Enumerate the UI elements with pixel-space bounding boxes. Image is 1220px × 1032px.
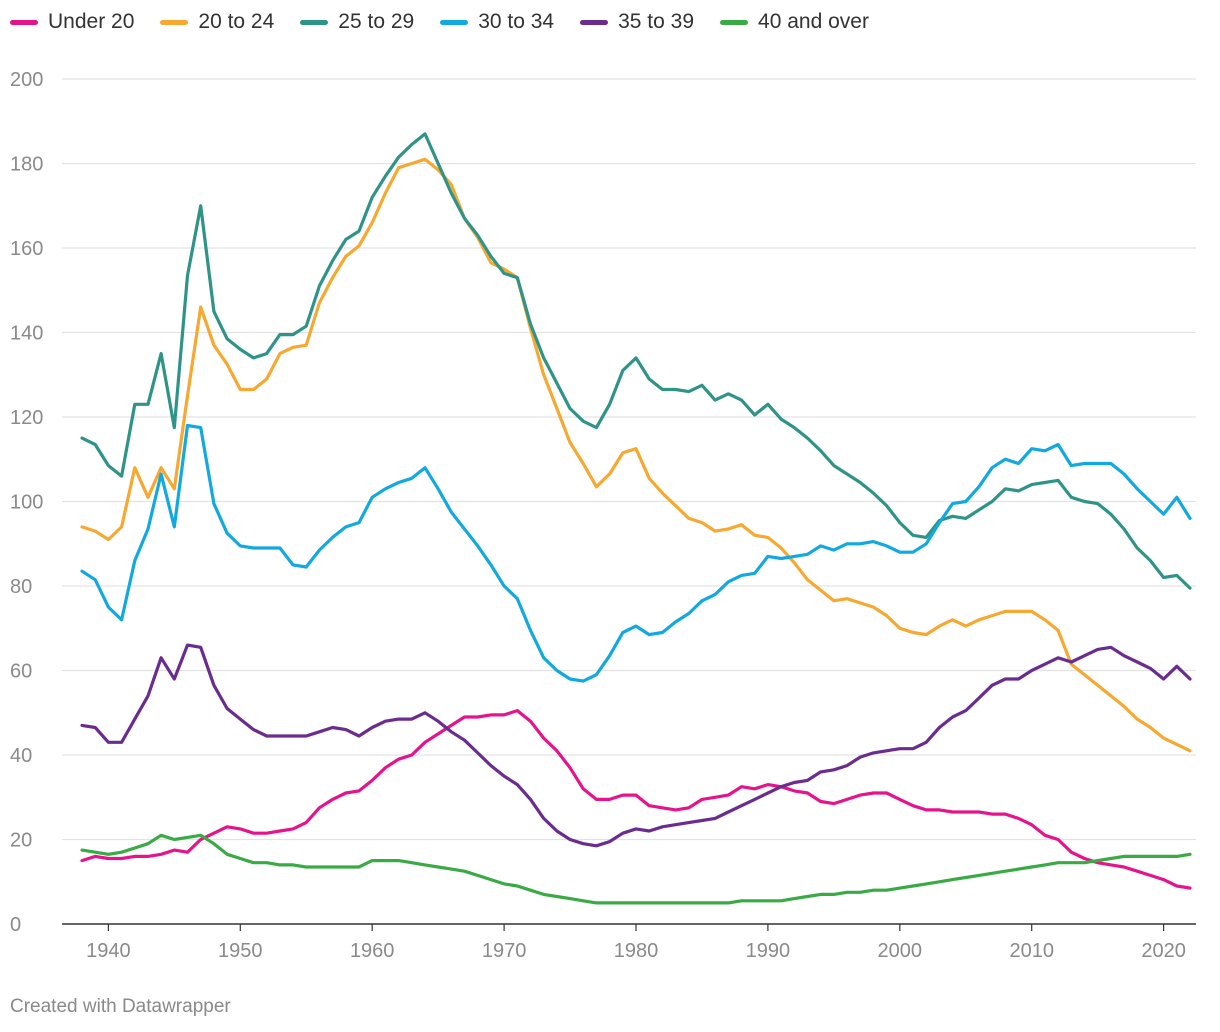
legend-item: Under 20 [10, 10, 134, 34]
legend-label: 35 to 39 [618, 10, 695, 33]
y-tick-label: 160 [10, 238, 43, 260]
grid-lines [62, 78, 1196, 841]
chart-legend: Under 20 20 to 24 25 to 29 30 to 34 35 to 39… [10, 10, 895, 34]
series-line-40-and-over [80, 833, 1192, 905]
x-tick-label: 1970 [482, 940, 527, 962]
x-tick-label: 1940 [86, 940, 131, 962]
x-tick-label: 2000 [878, 940, 923, 962]
series-line-under-20 [80, 708, 1192, 890]
legend-item: 40 and over [720, 10, 869, 34]
legend-swatch [300, 19, 329, 25]
x-tick-label: 2010 [1009, 940, 1054, 962]
y-tick-label: 0 [10, 914, 21, 936]
legend-item: 35 to 39 [580, 10, 694, 34]
y-tick-label: 20 [10, 830, 32, 852]
y-tick-label: 40 [10, 745, 32, 767]
y-tick-label: 120 [10, 407, 43, 429]
x-axis: 1940 1950 1960 1970 1980 1990 2000 2010 2020 [62, 923, 1196, 962]
legend-label: 20 to 24 [198, 10, 275, 33]
legend-item: 25 to 29 [300, 10, 414, 34]
y-tick-label: 60 [10, 661, 32, 683]
legend-swatch [580, 19, 609, 25]
x-tick-label: 1960 [350, 940, 395, 962]
y-tick-label: 140 [10, 323, 43, 345]
y-tick-label: 180 [10, 154, 43, 176]
legend-label: 25 to 29 [338, 10, 415, 33]
legend-swatch [440, 19, 469, 25]
y-tick-label: 80 [10, 576, 32, 598]
legend-swatch [720, 19, 749, 25]
x-tick-label: 1980 [614, 940, 659, 962]
y-tick-label: 100 [10, 492, 43, 514]
legend-label: Under 20 [48, 10, 135, 33]
series-line-35-to-39 [80, 643, 1192, 848]
series-line-30-to-34 [80, 423, 1192, 683]
series-lines [80, 132, 1192, 905]
series-line-20-to-24 [80, 157, 1192, 753]
legend-item: 30 to 34 [440, 10, 554, 34]
x-tick-label: 2020 [1141, 940, 1186, 962]
legend-item: 20 to 24 [160, 10, 274, 34]
legend-label: 40 and over [758, 10, 869, 33]
line-chart: 0 20 40 60 80 100 120 140 160 180 200 1940 1950 1960… [10, 69, 1196, 962]
datawrapper-credit: Created with Datawrapper [10, 996, 231, 1017]
x-tick-label: 1990 [746, 940, 791, 962]
legend-swatch [10, 19, 38, 25]
y-axis-tick-labels: 0 20 40 60 80 100 120 140 160 180 200 [10, 69, 43, 936]
y-tick-label: 200 [10, 69, 43, 91]
x-tick-label: 1950 [218, 940, 263, 962]
legend-swatch [160, 19, 189, 25]
legend-label: 30 to 34 [478, 10, 555, 33]
series-line-25-to-29 [80, 132, 1192, 590]
